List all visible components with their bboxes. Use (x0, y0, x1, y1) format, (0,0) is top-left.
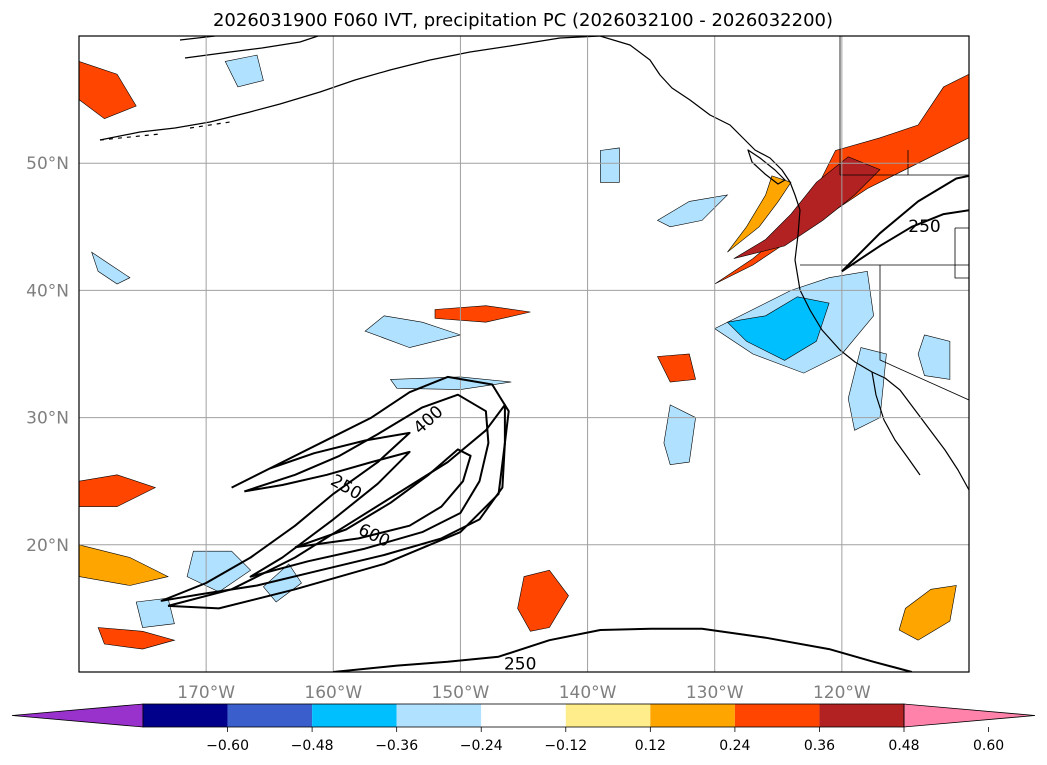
aleutian-dashes (99, 121, 231, 141)
precip-region-13 (79, 61, 137, 120)
coastline-layer (99, 36, 969, 491)
precip-region-10 (79, 474, 157, 507)
x-tick-label-5: 120°W (813, 683, 871, 703)
ivt-contour-400-2 (243, 393, 490, 578)
precip-region-17 (663, 404, 696, 466)
colorbar-segment-3 (396, 704, 482, 727)
colorbar-frame (142, 703, 905, 728)
colorbar-extend-low (11, 703, 144, 728)
y-tick-label-0: 50°N (26, 154, 69, 174)
colorbar-segment-7 (734, 704, 820, 727)
precip-region-22 (135, 597, 175, 628)
precip-region-19 (917, 334, 951, 380)
ivt-contour-250-4 (841, 209, 969, 273)
precip-region-21 (262, 563, 302, 603)
us-west-coastline (794, 209, 969, 491)
precip-region-4 (726, 296, 830, 361)
map-frame (78, 35, 970, 673)
precip-region-6 (91, 251, 131, 285)
precip-region-23 (224, 54, 264, 88)
y-tick-labels: 50°N 40°N 30°N 20°N (26, 154, 69, 556)
colorbar-tick-label-4: −0.12 (544, 738, 587, 754)
colorbar-segment-4 (481, 704, 566, 727)
x-tick-label-1: 160°W (304, 683, 362, 703)
colorbar-segment-0 (143, 704, 228, 727)
ivt-contour-600-3 (294, 448, 472, 549)
precip-region-11 (79, 544, 169, 586)
precip-region-18 (847, 347, 887, 431)
x-tick-labels: 170°W 160°W 150°W 140°W 130°W 120°W (177, 683, 871, 703)
precip-region-12 (97, 627, 176, 650)
colorbar-tick-label-8: 0.48 (888, 738, 919, 754)
colorbar-tick-label-6: 0.24 (719, 738, 750, 754)
ivt-contour-250-6 (333, 627, 913, 672)
x-tick-label-2: 150°W (432, 683, 490, 703)
colorbar-segment-2 (312, 704, 397, 727)
ivt-label-3: 250 (908, 217, 940, 237)
colorbar-tick-label-2: −0.36 (375, 738, 418, 754)
y-tick-label-2: 30°N (26, 409, 69, 429)
x-tick-label-0: 170°W (177, 683, 235, 703)
colorbar-segment-1 (227, 704, 313, 727)
x-tick-label-3: 140°W (559, 683, 617, 703)
alaska-coastline (99, 36, 601, 141)
colorbar-tick-label-5: 0.12 (635, 738, 666, 754)
colorbar-extend-high (903, 703, 1036, 728)
y-tick-label-3: 20°N (26, 536, 69, 556)
precip-region-14 (898, 585, 957, 641)
colorbar: −0.60 −0.48 −0.36 −0.24 −0.12 0.12 0.24 0.36 0.4… (11, 703, 1036, 754)
colorbar-tick-label-0: −0.60 (206, 738, 249, 754)
precip-region-16 (517, 569, 569, 632)
colorbar-tick-label-7: 0.36 (804, 738, 835, 754)
precip-region-24 (600, 147, 620, 183)
colorbar-tick-label-1: −0.48 (291, 738, 334, 754)
ivt-contours (160, 174, 969, 672)
precip-region-15 (657, 353, 696, 383)
colorbar-tick-label-3: −0.24 (460, 738, 503, 754)
canada-coastline (599, 36, 801, 211)
colorbar-segment-8 (819, 704, 904, 727)
precip-region-20 (186, 550, 252, 593)
gridlines (79, 36, 969, 672)
colorbar-segment-5 (565, 704, 651, 727)
precip-region-8 (434, 305, 531, 323)
precip-region-2 (727, 175, 792, 253)
colorbar-segment-6 (650, 704, 735, 727)
x-tick-label-4: 130°W (686, 683, 744, 703)
vancouver-island (747, 149, 786, 185)
ivt-contour-250-1 (160, 375, 510, 602)
us-borders (800, 36, 969, 401)
colorbar-tick-label-9: 0.60 (973, 738, 1004, 754)
ivt-label-4: 250 (504, 654, 536, 674)
ivt-contour-250-5 (841, 174, 969, 273)
chart-title: 2026031900 F060 IVT, precipitation PC (2… (213, 10, 833, 31)
precip-region-7 (364, 315, 462, 348)
y-tick-label-1: 40°N (26, 281, 69, 301)
baja-coastline (871, 371, 921, 476)
